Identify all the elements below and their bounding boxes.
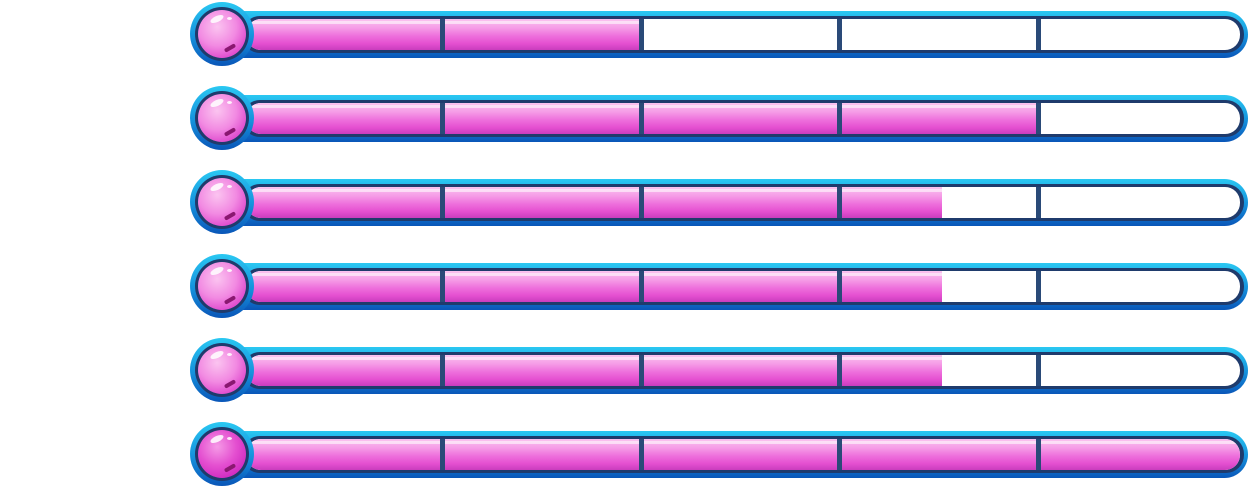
segment-divider xyxy=(639,19,644,50)
progress-fill xyxy=(246,187,942,218)
bulb-shadow xyxy=(223,43,237,53)
segment-divider xyxy=(1036,355,1041,386)
segment-divider xyxy=(440,187,445,218)
progress-track-inner xyxy=(246,271,1240,302)
bulb-shadow xyxy=(223,211,237,221)
thermometer-progress-bar xyxy=(0,420,1250,488)
segment-divider xyxy=(639,355,644,386)
segment-divider xyxy=(1036,439,1041,470)
thermometer-progress-bar xyxy=(0,336,1250,404)
bulb-ring xyxy=(195,175,249,229)
progress-track-inner xyxy=(246,19,1240,50)
segment-divider xyxy=(639,187,644,218)
bulb-highlight-small xyxy=(227,269,232,272)
segment-divider xyxy=(837,187,842,218)
bulb-highlight xyxy=(209,97,225,109)
progress-fill xyxy=(246,271,942,302)
bulb-highlight-small xyxy=(227,101,232,104)
bulb-shadow xyxy=(223,463,237,473)
progress-track-inner xyxy=(246,355,1240,386)
bulb-highlight xyxy=(209,433,225,445)
bulb-highlight-small xyxy=(227,353,232,356)
bulb-ring xyxy=(195,259,249,313)
bulb-ring xyxy=(195,343,249,397)
bulb-shadow xyxy=(223,379,237,389)
progress-track-inner xyxy=(246,439,1240,470)
progress-track xyxy=(242,16,1244,53)
segment-divider xyxy=(440,103,445,134)
bulb-liquid xyxy=(198,346,246,394)
progress-track xyxy=(242,100,1244,137)
thermometer-bulb-icon xyxy=(190,338,254,402)
segment-divider xyxy=(837,439,842,470)
segment-divider xyxy=(440,19,445,50)
bulb-ring xyxy=(195,427,249,481)
segment-divider xyxy=(837,271,842,302)
thermometer-bulb-icon xyxy=(190,2,254,66)
bulb-liquid xyxy=(198,178,246,226)
bulb-highlight xyxy=(209,265,225,277)
bulb-shadow xyxy=(223,295,237,305)
segment-divider xyxy=(1036,103,1041,134)
progress-track xyxy=(242,184,1244,221)
bulb-highlight-small xyxy=(227,437,232,440)
segment-divider xyxy=(837,103,842,134)
bulb-liquid xyxy=(198,10,246,58)
thermometer-bulb-icon xyxy=(190,422,254,486)
segment-divider xyxy=(837,355,842,386)
progress-track xyxy=(242,436,1244,473)
bulb-shadow xyxy=(223,127,237,137)
segment-divider xyxy=(639,439,644,470)
progress-track xyxy=(242,352,1244,389)
thermometer-progress-bar xyxy=(0,0,1250,68)
segment-divider xyxy=(440,439,445,470)
thermometer-bulb-icon xyxy=(190,86,254,150)
progress-fill xyxy=(246,439,1240,470)
bulb-highlight xyxy=(209,181,225,193)
segment-divider xyxy=(639,271,644,302)
thermometer-progress-bar xyxy=(0,84,1250,152)
bulb-liquid xyxy=(198,262,246,310)
thermometer-progress-bar xyxy=(0,168,1250,236)
segment-divider xyxy=(837,19,842,50)
progress-track xyxy=(242,268,1244,305)
bulb-highlight-small xyxy=(227,185,232,188)
bulb-liquid xyxy=(198,94,246,142)
segment-divider xyxy=(1036,19,1041,50)
bulb-highlight xyxy=(209,13,225,25)
progress-track-inner xyxy=(246,103,1240,134)
segment-divider xyxy=(639,103,644,134)
bulb-liquid xyxy=(198,430,246,478)
bulb-ring xyxy=(195,7,249,61)
segment-divider xyxy=(1036,187,1041,218)
progress-fill xyxy=(246,355,942,386)
thermometer-bulb-icon xyxy=(190,254,254,318)
bulb-ring xyxy=(195,91,249,145)
bulb-highlight-small xyxy=(227,17,232,20)
segment-divider xyxy=(440,271,445,302)
progress-track-inner xyxy=(246,187,1240,218)
segment-divider xyxy=(1036,271,1041,302)
segment-divider xyxy=(440,355,445,386)
thermometer-progress-bar xyxy=(0,252,1250,320)
thermometer-bulb-icon xyxy=(190,170,254,234)
bulb-highlight xyxy=(209,349,225,361)
